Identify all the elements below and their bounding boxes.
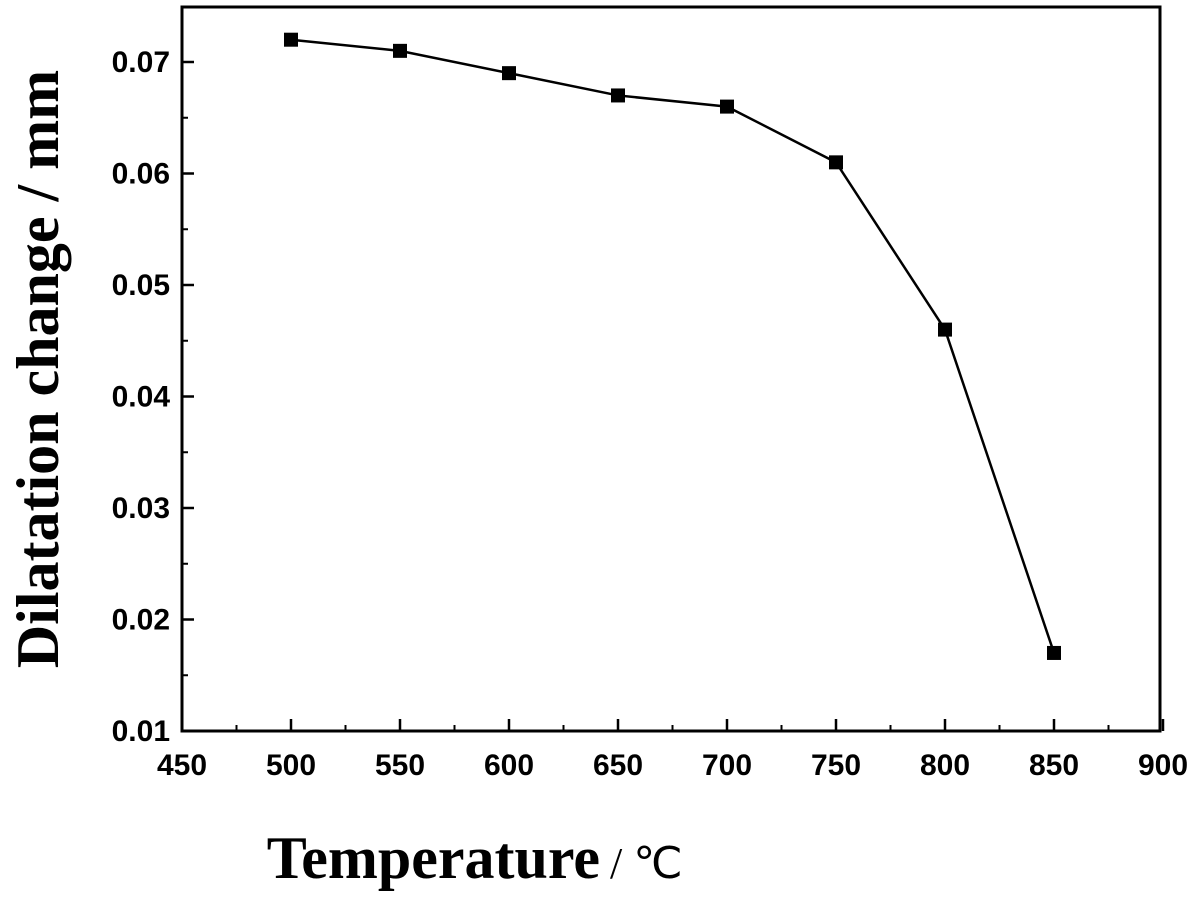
y-tick-label: 0.04 [112, 381, 171, 414]
y-axis-title: Dilatation change / mm [5, 70, 71, 668]
y-tick-label: 0.07 [112, 46, 170, 79]
x-axis-title: Temperature [267, 825, 600, 891]
x-tick-label: 900 [1138, 749, 1188, 782]
x-tick-label: 700 [702, 749, 752, 782]
series-layer [284, 32, 1061, 660]
x-axis: 450 500 550 600 650 700 750 800 850 900 [157, 719, 1188, 782]
x-tick-label: 800 [920, 749, 970, 782]
y-tick-label: 0.05 [112, 269, 170, 302]
x-tick-label: 450 [157, 749, 207, 782]
x-tick-label: 600 [484, 749, 534, 782]
data-point-marker [611, 88, 625, 103]
data-point-marker [284, 32, 298, 47]
y-tick-label: 0.01 [112, 715, 170, 748]
data-point-marker [938, 322, 952, 337]
x-tick-label: 750 [811, 749, 861, 782]
y-tick-label: 0.06 [112, 158, 170, 191]
data-point-marker [720, 99, 734, 114]
x-tick-label: 550 [375, 749, 425, 782]
y-tick-label: 0.03 [112, 492, 170, 525]
data-point-marker [502, 66, 516, 81]
plot-frame [180, 5, 1162, 733]
x-tick-label: 850 [1029, 749, 1079, 782]
y-tick-label: 0.02 [112, 604, 170, 637]
x-tick-label: 500 [266, 749, 316, 782]
x-axis-unit: / ℃ [610, 839, 683, 888]
x-tick-label: 650 [593, 749, 643, 782]
data-point-marker [1047, 645, 1061, 660]
data-point-marker [393, 43, 407, 58]
y-axis: 0.01 0.02 0.03 0.04 0.05 0.06 0.07 [112, 46, 194, 748]
data-point-marker [829, 155, 843, 170]
series-line [290, 38, 1056, 654]
